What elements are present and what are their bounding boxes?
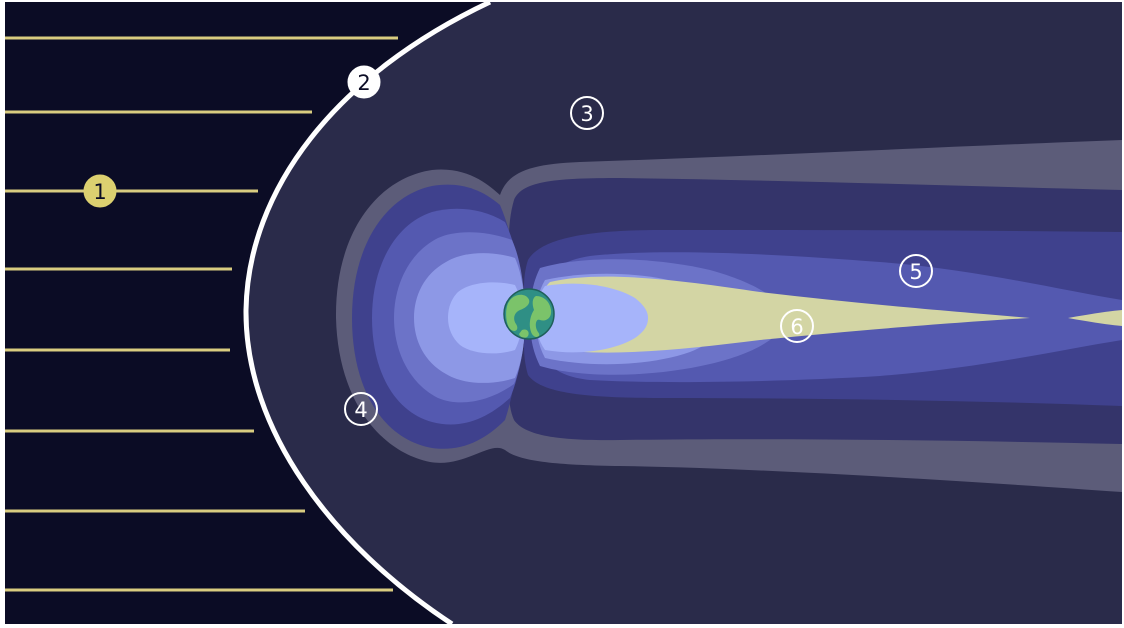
dayside-inner-core: [448, 282, 522, 354]
marker-6: 6: [780, 309, 814, 343]
solar-wind-lines: [5, 36, 398, 592]
earth-land: [529, 296, 552, 338]
marker-label: 1: [93, 180, 106, 204]
marker-label: 5: [909, 260, 922, 284]
marker-circle: [570, 96, 604, 130]
nightside-inner-core: [536, 283, 648, 353]
earth-icon: [503, 288, 555, 340]
marker-circle: [344, 392, 378, 426]
region-markers: 1 2 3 4 5 6: [83, 65, 933, 426]
marker-2: 2: [347, 65, 381, 99]
marker-circle: [83, 174, 117, 208]
plasma-sheet-tail: [1068, 310, 1122, 326]
marker-4: 4: [344, 392, 378, 426]
marker-3: 3: [570, 96, 604, 130]
marker-circle: [899, 254, 933, 288]
plasma-sheet: [535, 276, 1030, 353]
marker-label: 3: [580, 102, 593, 126]
marker-label: 4: [354, 398, 367, 422]
earth-outline: [503, 288, 555, 340]
marker-circle: [347, 65, 381, 99]
marker-label: 6: [790, 315, 803, 339]
marker-5: 5: [899, 254, 933, 288]
marker-label: 2: [357, 71, 370, 95]
earth-land: [519, 329, 529, 338]
marker-circle: [780, 309, 814, 343]
marker-1: 1: [83, 174, 117, 208]
earth-land: [506, 294, 530, 331]
